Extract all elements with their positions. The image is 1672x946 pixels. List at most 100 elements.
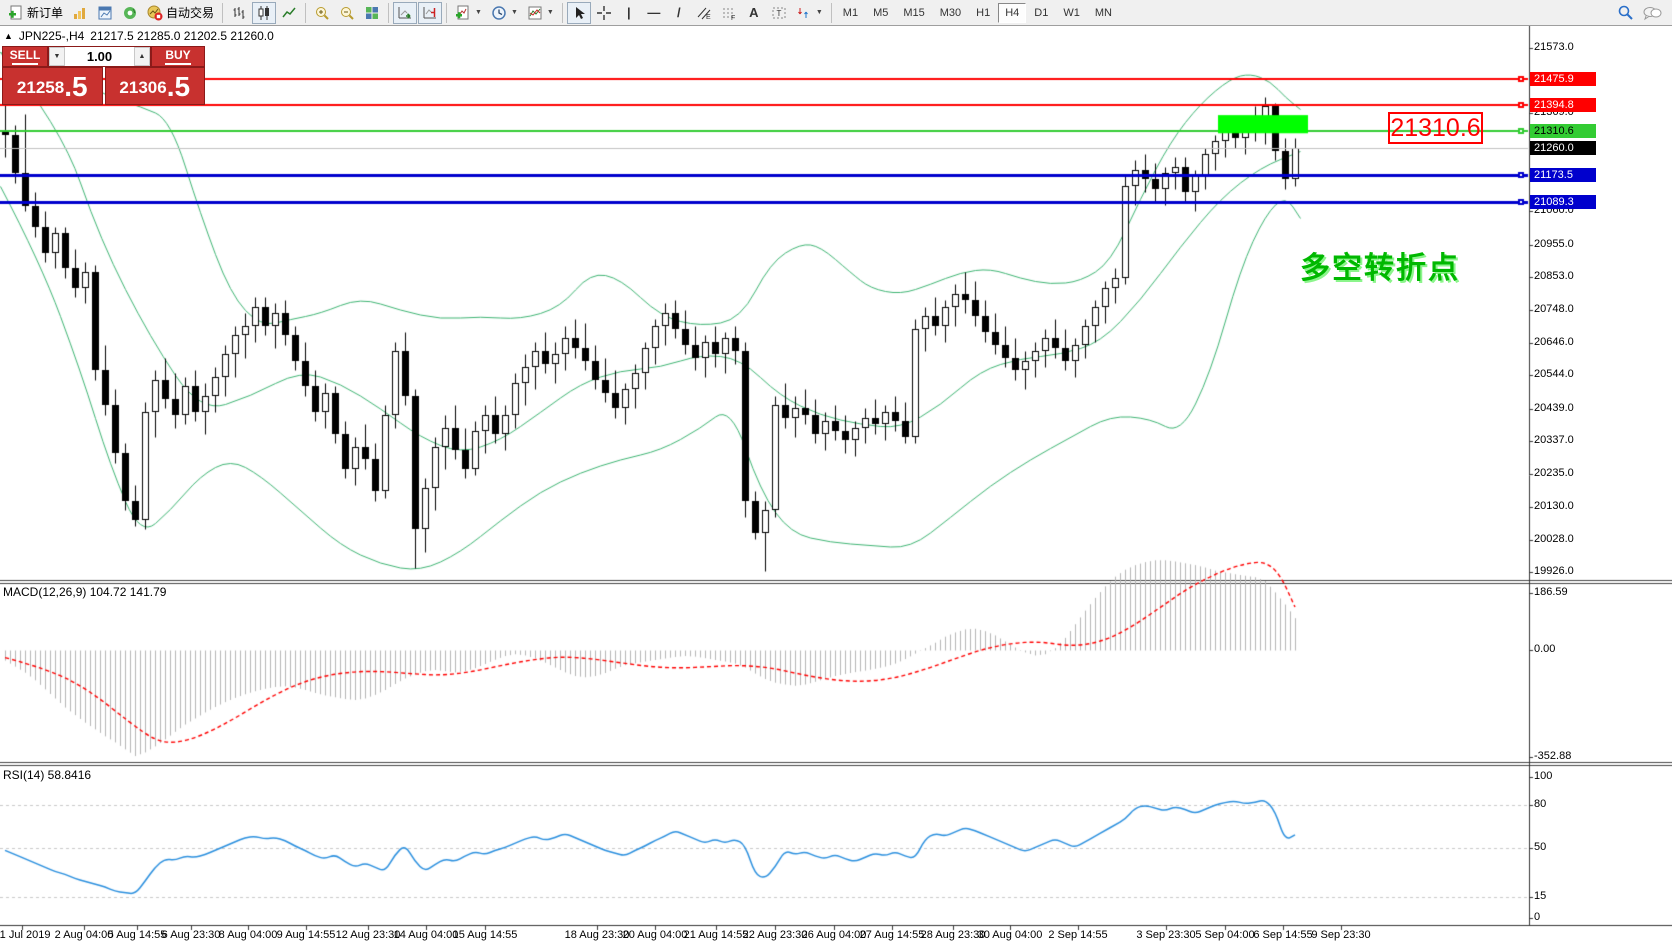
trendline-tool-button[interactable]: / — [667, 2, 691, 24]
tile-windows-button[interactable] — [360, 2, 384, 24]
timeframe-button-h4[interactable]: H4 — [998, 2, 1027, 23]
time-axis-label: 20 Aug 04:00 — [622, 929, 688, 941]
volume-stepper: ▼ 1.00 ▲ — [48, 46, 151, 67]
templates-button[interactable]: ▼ — [523, 2, 558, 24]
price-axis-tick-label: 20853.0 — [1534, 270, 1574, 283]
arrows-tool-button[interactable]: ▼ — [792, 2, 827, 24]
price-callout-box[interactable]: 21310.6 — [1388, 112, 1483, 144]
timeframe-button-m30[interactable]: M30 — [939, 6, 962, 19]
price-line-label: 21260.0 — [1530, 140, 1596, 155]
zoom-out-button[interactable] — [335, 2, 359, 24]
sell-price-int: 21258 — [16, 78, 65, 97]
timeframe-button-h1[interactable]: H1 — [976, 6, 991, 19]
price-axis-tick-label: 20544.0 — [1534, 368, 1574, 381]
horizontal-line-tool-button[interactable]: — — [642, 2, 666, 24]
time-axis-label: 5 Aug 14:55 — [107, 929, 167, 941]
time-axis-label: 30 Aug 04:00 — [977, 929, 1043, 941]
timeframe-button-d1[interactable]: D1 — [1034, 6, 1049, 19]
new-order-button[interactable]: 新订单 — [4, 2, 67, 24]
time-axis-label: 31 Jul 2019 — [0, 929, 51, 941]
main-chart[interactable] — [0, 26, 1672, 946]
dropdown-caret-icon[interactable]: ▼ — [475, 9, 482, 16]
toolbar-separator — [388, 2, 390, 23]
macd-axis-label: -352.88 — [1534, 749, 1572, 762]
bar-chart-icon — [231, 5, 247, 21]
volume-down-button[interactable]: ▼ — [49, 47, 65, 66]
crosshair-tool-button[interactable] — [592, 2, 616, 24]
volume-up-button[interactable]: ▲ — [134, 47, 150, 66]
sell-price-panel[interactable]: 21258 .5 — [2, 67, 103, 105]
time-axis-label: 8 Aug 04:00 — [218, 929, 278, 941]
svg-text:E: E — [706, 14, 711, 21]
turning-point-annotation: 多空转折点 — [1300, 252, 1460, 285]
arrows-icon — [796, 5, 812, 21]
price-line-label: 21394.8 — [1530, 97, 1596, 112]
buy-price-int: 21306 — [119, 78, 167, 97]
symbol-header: ▲ JPN225-,H4 21217.5 21285.0 21202.5 212… — [4, 29, 274, 43]
line-chart-type-button[interactable] — [277, 2, 301, 24]
new-order-label: 新订单 — [27, 6, 64, 20]
auto-scroll-button[interactable] — [393, 1, 418, 24]
auto-trading-label: 自动交易 — [166, 6, 215, 20]
dropdown-caret-icon[interactable]: ▼ — [546, 9, 554, 16]
time-axis-label: 9 Aug 14:55 — [276, 929, 336, 941]
text-tool-button[interactable]: A — [742, 2, 766, 24]
timeframe-button-m5[interactable]: M5 — [873, 6, 889, 19]
profiles-icon — [97, 5, 113, 21]
templates-icon — [527, 5, 543, 21]
bar-chart-type-button[interactable] — [227, 2, 251, 24]
channel-tool-button[interactable]: E — [692, 2, 716, 24]
auto-trading-button[interactable]: 自动交易 — [143, 2, 218, 24]
buy-button[interactable]: BUY — [151, 46, 205, 67]
trendline-icon: / — [677, 5, 681, 20]
periods-button[interactable]: ▼ — [487, 2, 522, 24]
sell-underline — [12, 63, 38, 65]
collapse-icon[interactable]: ▲ — [4, 31, 13, 41]
volume-input[interactable]: 1.00 — [86, 49, 113, 64]
vertical-line-tool-button[interactable]: | — [617, 2, 641, 24]
buy-price-panel[interactable]: 21306 .5 — [104, 67, 205, 105]
market-signal-button[interactable] — [118, 2, 142, 24]
toolbar-separator — [561, 2, 563, 23]
buy-underline — [165, 63, 191, 65]
label-tool-button[interactable]: T — [767, 2, 791, 24]
indicators-button[interactable]: ▼ — [451, 2, 486, 24]
profiles-button[interactable] — [93, 2, 117, 24]
macd-pane-label: MACD(12,26,9) 104.72 141.79 — [3, 585, 167, 599]
candlestick-type-button[interactable] — [252, 1, 277, 24]
zoom-in-button[interactable] — [310, 2, 334, 24]
chart-shift-button[interactable] — [418, 1, 443, 24]
time-axis-label: 18 Aug 23:30 — [564, 929, 630, 941]
candlestick-icon — [256, 5, 272, 21]
new-chart-button[interactable] — [68, 2, 92, 24]
new-chart-icon — [72, 5, 88, 21]
auto-trading-icon — [147, 5, 163, 21]
chat-icon[interactable] — [1642, 5, 1662, 21]
buy-label: BUY — [165, 48, 191, 62]
time-axis-label: 9 Sep 23:30 — [1311, 929, 1371, 941]
channel-icon: E — [696, 5, 712, 21]
zoom-out-icon — [339, 5, 355, 21]
chart-shift-icon — [422, 5, 438, 21]
horizontal-line-icon: — — [647, 5, 661, 20]
toolbar: 新订单 自动交易 ▼ ▼ — [0, 0, 1672, 26]
signal-icon — [122, 5, 138, 21]
timeframe-button-m1[interactable]: M1 — [842, 6, 859, 19]
cursor-tool-button[interactable] — [566, 1, 591, 24]
fibonacci-tool-button[interactable]: F — [717, 2, 741, 24]
price-axis-tick-label: 20130.0 — [1534, 500, 1574, 513]
timeframe-button-mn[interactable]: MN — [1094, 6, 1112, 19]
svg-text:F: F — [731, 15, 735, 21]
ohlc-values: 21217.5 21285.0 21202.5 21260.0 — [90, 29, 274, 43]
timeframe-button-w1[interactable]: W1 — [1063, 6, 1080, 19]
dropdown-caret-icon[interactable]: ▼ — [510, 9, 518, 16]
dropdown-caret-icon[interactable]: ▼ — [815, 9, 823, 16]
search-icon[interactable] — [1617, 4, 1634, 21]
timeframe-button-m15[interactable]: M15 — [903, 6, 925, 19]
macd-axis-label: 186.59 — [1534, 586, 1568, 599]
line-chart-icon — [281, 5, 297, 21]
toolbar-separator — [222, 2, 224, 23]
price-axis-tick-label: 20955.0 — [1534, 237, 1574, 250]
tile-windows-icon — [364, 5, 380, 21]
sell-button[interactable]: SELL — [2, 46, 48, 67]
